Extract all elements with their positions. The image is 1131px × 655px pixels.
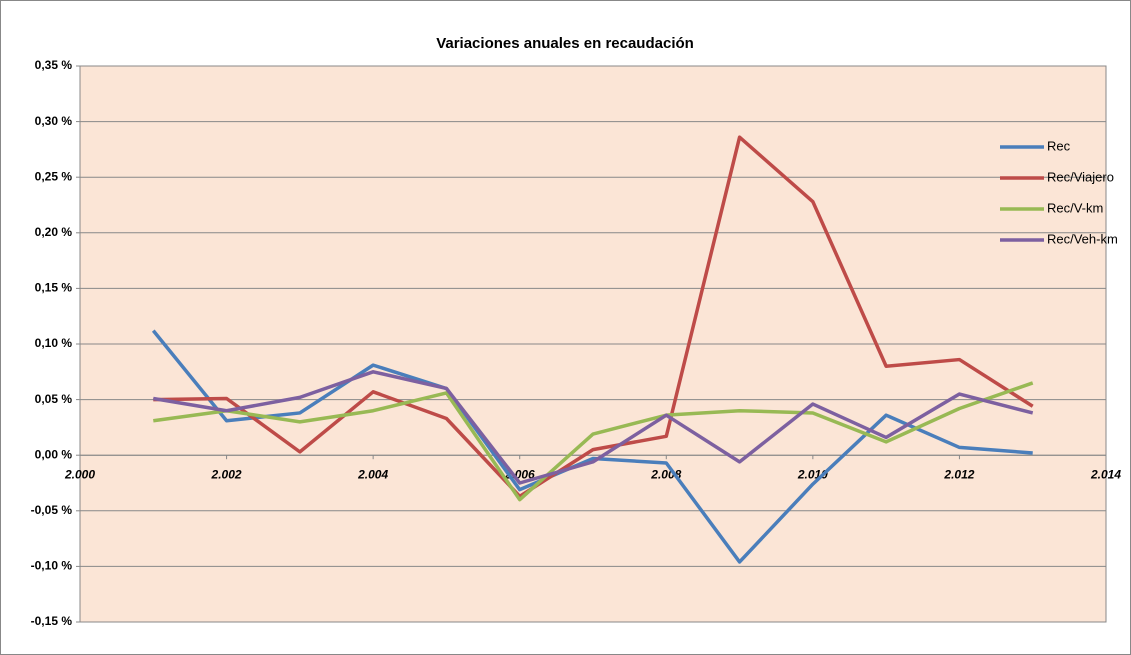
x-tick-label: 2.014 [1090, 467, 1121, 481]
x-tick-label: 2.004 [357, 467, 388, 481]
y-tick-label: 0,20 % [35, 225, 73, 239]
x-tick-label: 2.012 [943, 467, 974, 481]
y-tick-label: 0,15 % [35, 281, 73, 295]
y-tick-label: -0,15 % [31, 614, 73, 628]
y-tick-label: -0,10 % [31, 559, 73, 573]
legend-label: Rec/Viajero [1047, 169, 1114, 184]
legend-label: Rec [1047, 138, 1071, 153]
y-tick-label: 0,25 % [35, 169, 73, 183]
x-tick-label: 2.002 [211, 467, 242, 481]
x-tick-label: 2.000 [64, 467, 95, 481]
y-tick-label: 0,30 % [35, 114, 73, 128]
series-line [153, 135, 1034, 499]
series-line [153, 381, 1034, 502]
y-tick-label: 0,00 % [35, 447, 73, 461]
legend-label: Rec/Veh-km [1047, 231, 1118, 246]
series-line [151, 329, 1033, 564]
y-tick-label: -0,05 % [31, 503, 73, 517]
y-tick-label: 0,05 % [35, 392, 73, 406]
legend-label: Rec/V-km [1047, 200, 1103, 215]
series-line [152, 370, 1034, 485]
y-tick-label: 0,10 % [35, 336, 73, 350]
y-tick-label: 0,35 % [35, 58, 73, 72]
chart-title: Variaciones anuales en recaudación [436, 35, 694, 52]
